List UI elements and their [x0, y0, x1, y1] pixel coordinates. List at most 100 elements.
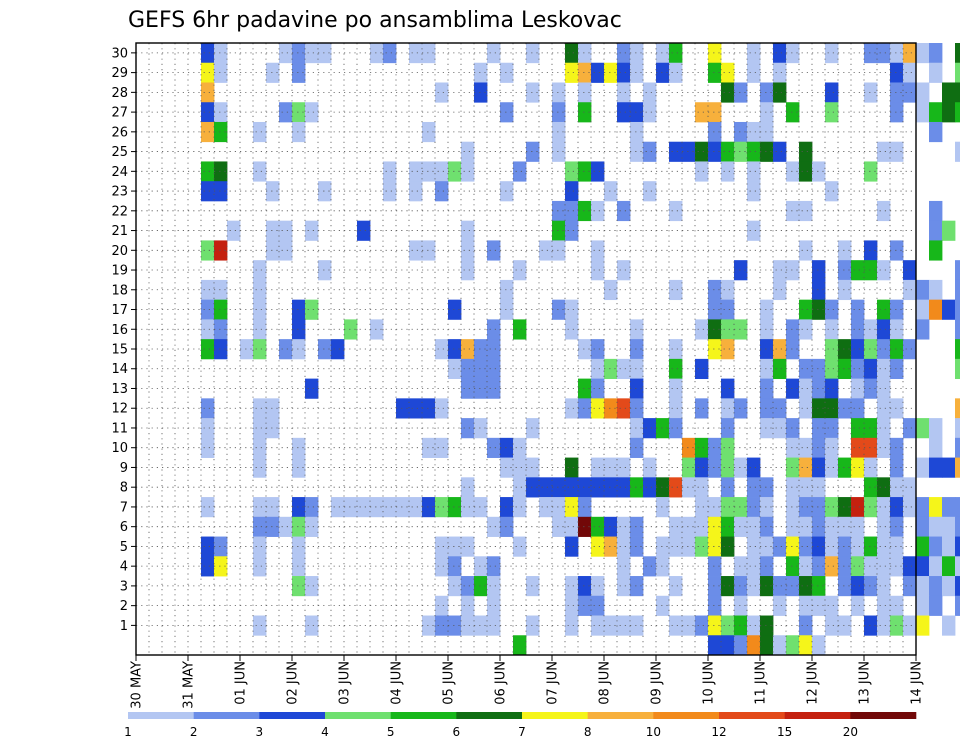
heatmap-cell	[851, 595, 865, 616]
heatmap-cell	[578, 497, 592, 518]
heatmap-cell	[916, 615, 930, 636]
heatmap-cell	[799, 615, 813, 636]
x-axis: 30 MAY 31 MAY 01 JUN 02 JUN 03 JUN 04 JUN 05 J…	[130, 655, 925, 709]
x-tick-label: 02 JUN	[286, 661, 301, 705]
heatmap-cell	[916, 497, 930, 518]
heatmap-cell	[721, 82, 735, 103]
heatmap-cell	[435, 437, 449, 458]
heatmap-cell	[253, 299, 267, 320]
heatmap-cell	[760, 556, 774, 577]
heatmap-cell	[422, 161, 436, 182]
heatmap-cell	[487, 339, 501, 360]
heatmap-cell	[643, 477, 657, 498]
heatmap-cell	[864, 418, 878, 439]
heatmap-cell	[825, 615, 839, 636]
x-tick-label: 03 JUN	[338, 661, 353, 705]
legend-swatch	[784, 712, 851, 719]
heatmap-cell	[721, 161, 735, 182]
heatmap-cell	[890, 556, 904, 577]
heatmap-cell	[474, 62, 488, 83]
heatmap-cell	[890, 437, 904, 458]
heatmap-cell	[201, 62, 215, 83]
heatmap-cell	[747, 635, 761, 656]
heatmap-cell	[916, 43, 930, 64]
heatmap-cell	[214, 319, 228, 340]
heatmap-cell	[786, 378, 800, 399]
heatmap-cell	[851, 319, 865, 340]
heatmap-cell	[292, 536, 306, 557]
heatmap-cell	[578, 339, 592, 360]
heatmap-cell	[591, 339, 605, 360]
heatmap-cell	[448, 576, 462, 597]
heatmap-cell	[461, 220, 475, 241]
heatmap-cell	[604, 181, 618, 202]
heatmap-cell	[461, 497, 475, 518]
heatmap-cell	[500, 516, 514, 537]
heatmap-cell	[929, 62, 943, 83]
heatmap-cell	[435, 497, 449, 518]
heatmap-cell	[253, 516, 267, 537]
heatmap-cell	[435, 615, 449, 636]
heatmap-cell	[708, 319, 722, 340]
heatmap-cell	[292, 516, 306, 537]
heatmap-cell	[474, 339, 488, 360]
heatmap-cell	[747, 576, 761, 597]
heatmap-cell	[617, 576, 631, 597]
heatmap-cell	[786, 161, 800, 182]
heatmap-cell	[760, 398, 774, 419]
heatmap-cell	[292, 497, 306, 518]
heatmap-cell	[864, 497, 878, 518]
heatmap-cell	[591, 595, 605, 616]
heatmap-cell	[201, 82, 215, 103]
heatmap-cell	[578, 161, 592, 182]
heatmap-cell	[747, 556, 761, 577]
heatmap-cell	[825, 536, 839, 557]
heatmap-cell	[812, 260, 826, 281]
heatmap-cell	[708, 339, 722, 360]
heatmap-cell	[903, 43, 917, 64]
x-tick-label: 06 JUN	[494, 661, 509, 705]
heatmap-cell	[721, 497, 735, 518]
heatmap-cell	[461, 595, 475, 616]
heatmap-cell	[721, 477, 735, 498]
heatmap-cell	[461, 358, 475, 380]
heatmap-cell	[201, 279, 215, 301]
heatmap-cell	[669, 576, 683, 597]
heatmap-cell	[929, 279, 943, 301]
heatmap-cell	[266, 62, 280, 83]
heatmap-cell	[461, 260, 475, 281]
heatmap-cell	[877, 497, 891, 518]
heatmap-cell	[916, 102, 930, 123]
heatmap-cell	[461, 378, 475, 399]
heatmap-cell	[708, 141, 722, 162]
heatmap-cell	[851, 516, 865, 537]
x-tick-label: 31 MAY	[182, 661, 197, 709]
heatmap-cell	[214, 299, 228, 320]
heatmap-cell	[786, 576, 800, 597]
heatmap-cell	[214, 161, 228, 182]
heatmap-cell	[825, 102, 839, 123]
heatmap-cell	[474, 615, 488, 636]
heatmap-cell	[890, 497, 904, 518]
heatmap-cell	[630, 516, 644, 537]
x-tick-label: 04 JUN	[390, 661, 405, 705]
heatmap-cell	[760, 536, 774, 557]
heatmap-cell	[864, 457, 878, 478]
heatmap-cell	[877, 477, 891, 498]
heatmap-cell	[201, 102, 215, 123]
heatmap-cell	[669, 43, 683, 64]
heatmap-cell	[838, 576, 852, 597]
heatmap-cell	[630, 62, 644, 83]
heatmap-cell	[799, 319, 813, 340]
heatmap-cell	[513, 536, 527, 557]
heatmap-cell	[513, 161, 527, 182]
heatmap-cell	[760, 516, 774, 537]
heatmap-cell	[266, 497, 280, 518]
heatmap-cell	[357, 497, 371, 518]
heatmap-cell	[929, 240, 943, 261]
heatmap-cell	[474, 378, 488, 399]
heatmap-cell	[929, 556, 943, 577]
heatmap-cell	[370, 319, 384, 340]
heatmap-cell	[955, 43, 960, 64]
x-tick-label: 11 JUN	[754, 661, 769, 705]
